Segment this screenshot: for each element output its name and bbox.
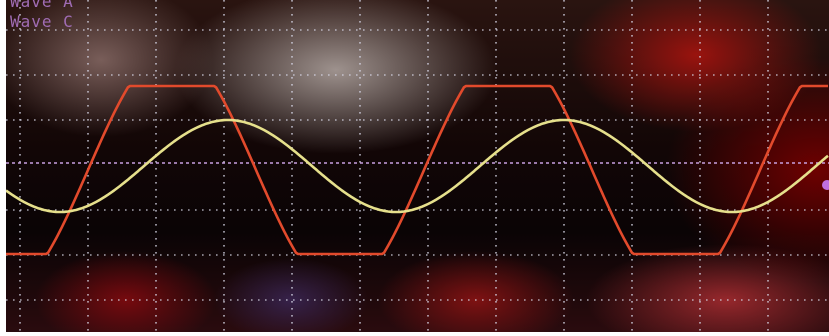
wave-c-trace	[6, 118, 829, 214]
oscilloscope-screen: Wave A Wave C	[6, 0, 829, 332]
wave-a-trace	[6, 84, 828, 256]
channel-label-a: Wave A	[10, 0, 74, 11]
channel-labels: Wave A Wave C	[10, 0, 74, 32]
channel-label-c: Wave C	[10, 12, 74, 31]
graticule	[6, 0, 829, 332]
scope-plot	[6, 0, 829, 332]
trigger-marker	[822, 180, 829, 190]
